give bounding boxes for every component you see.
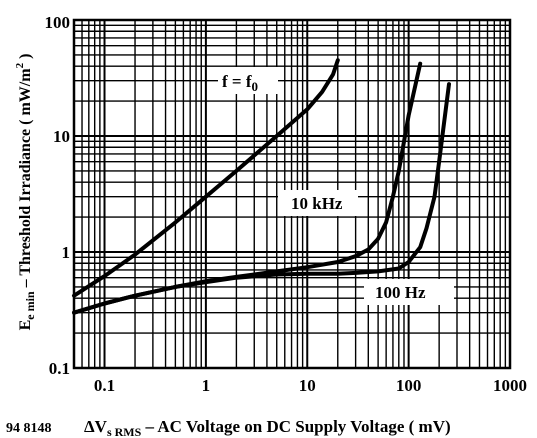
figure-number: 94 8148 [6,421,52,436]
series-label-f0-main: f = f [222,72,252,91]
y-axis-label-symbol: E [17,320,34,331]
grid [74,20,510,368]
y-axis-label-text: – Threshold Irradiance ( mW/m [17,68,34,292]
x-axis-label-sub: s RMS [107,425,142,438]
plot-frame [72,18,512,370]
series-label-f0-sub: 0 [252,79,259,94]
series-label-100hz: 100 Hz [364,279,454,305]
x-tick-label: 0.1 [94,376,115,395]
y-tick-label: 1 [62,243,71,262]
y-axis-label-sup: 2 [14,62,26,68]
y-tick-label: 10 [53,127,70,146]
series-label-f0: f = f0 [218,67,278,94]
x-axis-label-text: – AC Voltage on DC Supply Voltage ( mV) [141,417,450,436]
series-label-100hz-text: 100 Hz [375,283,426,302]
y-axis-label: Ee min – Threshold Irradiance ( mW/m2 ) [14,54,37,331]
y-tick-label: 100 [45,13,71,32]
series-label-10khz: 10 kHz [278,190,358,216]
series-label-10khz-text: 10 kHz [291,194,343,213]
y-tick-label: 0.1 [49,359,70,378]
series-line-100hz [72,82,451,315]
x-tick-label: 1 [202,376,211,395]
x-axis-label-symbol: ΔV [84,417,108,436]
svg-text:f = f0: f = f0 [222,72,258,94]
x-tick-label: 1000 [493,376,527,395]
x-tick-label: 100 [396,376,422,395]
series-line-f0 [72,58,340,298]
x-tick-label: 10 [299,376,316,395]
y-axis-label-sub: e min [23,291,37,320]
tick-labels: 0.1 1 10 100 1000 0.1 1 10 100 [45,13,528,395]
x-axis-label: ΔVs RMS – AC Voltage on DC Supply Voltag… [84,417,451,438]
y-axis-label-end: ) [17,54,34,63]
curves [72,58,451,315]
